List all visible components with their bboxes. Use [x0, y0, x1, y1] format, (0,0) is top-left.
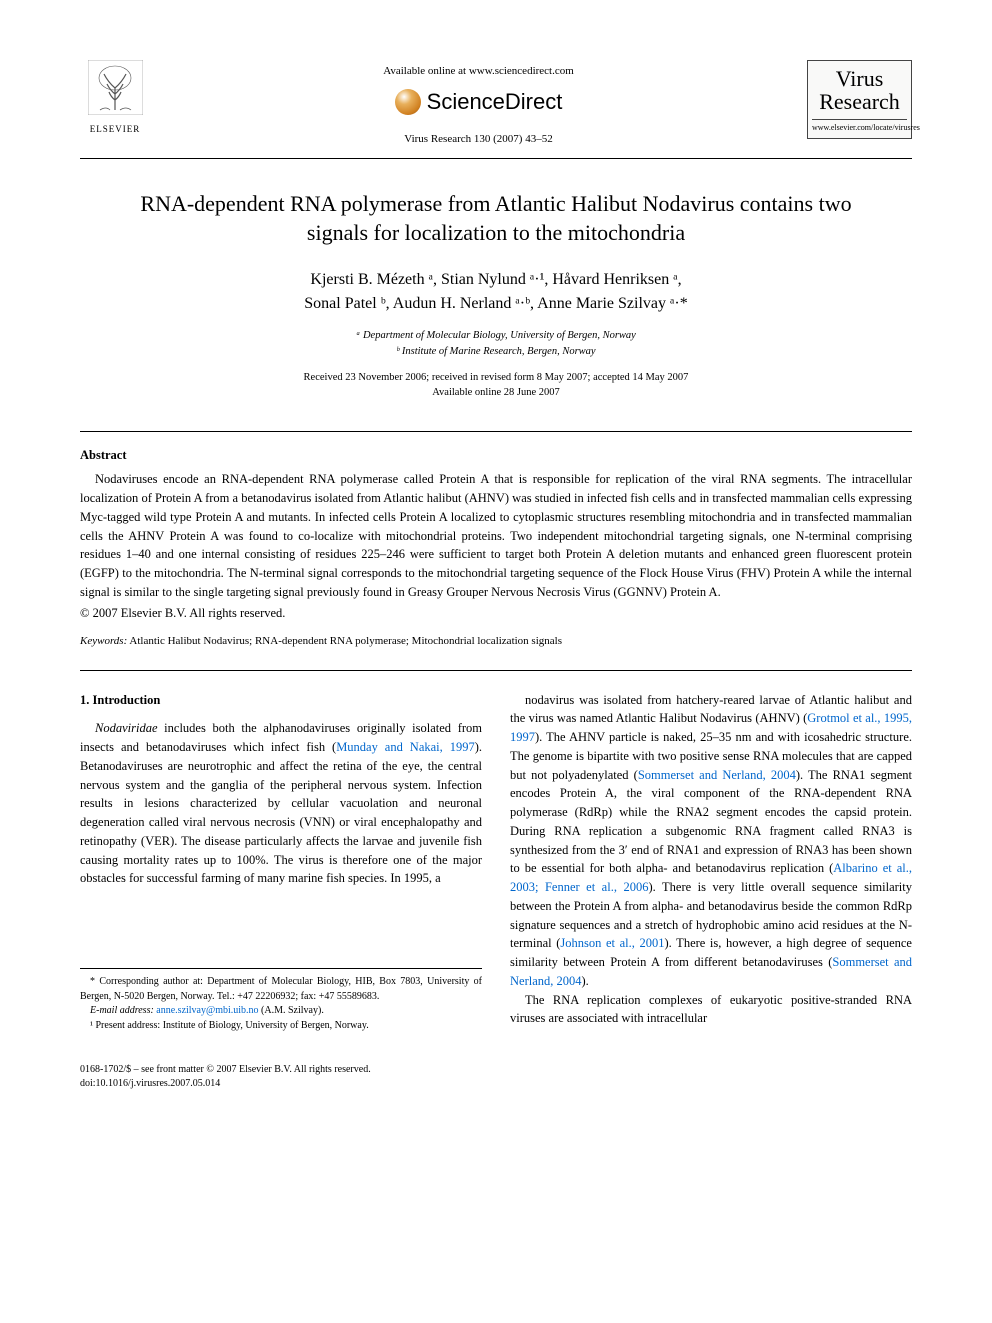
intro-paragraph-3: The RNA replication complexes of eukaryo… [510, 991, 912, 1029]
sciencedirect-ball-icon [395, 89, 421, 115]
doi-line: doi:10.1016/j.virusres.2007.05.014 [80, 1078, 220, 1089]
journal-cover-box: Virus Research www.elsevier.com/locate/v… [807, 60, 912, 139]
journal-name: Virus Research [812, 67, 907, 120]
front-matter-line: 0168-1702/$ – see front matter © 2007 El… [80, 1064, 371, 1075]
corresponding-author-note: * Corresponding author at: Department of… [80, 975, 482, 1004]
journal-url: www.elsevier.com/locate/virusres [812, 122, 907, 134]
divider-bottom [80, 670, 912, 671]
available-online-text: Available online at www.sciencedirect.co… [150, 64, 807, 80]
keywords-text: Atlantic Halibut Nodavirus; RNA-dependen… [127, 635, 562, 647]
keywords-line: Keywords: Atlantic Halibut Nodavirus; RN… [80, 634, 912, 650]
email-tail: (A.M. Szilvay). [259, 1005, 324, 1016]
available-date: Available online 28 June 2007 [432, 387, 560, 398]
ref-sommerset-nerland-2004a[interactable]: Sommerset and Nerland, 2004 [638, 768, 796, 782]
section-heading-introduction: 1. Introduction [80, 691, 482, 710]
email-line: E-mail address: anne.szilvay@mbi.uib.no … [80, 1004, 482, 1019]
publisher-header: ELSEVIER Available online at www.science… [80, 60, 912, 159]
authors-line2: Sonal Patel ᵇ, Audun H. Nerland ᵃ·ᵇ, Ann… [304, 295, 687, 312]
citation-line: Virus Research 130 (2007) 43–52 [150, 132, 807, 148]
abstract-heading: Abstract [80, 446, 912, 464]
ref-munday-nakai-1997[interactable]: Munday and Nakai, 1997 [336, 740, 475, 754]
page-footer: 0168-1702/$ – see front matter © 2007 El… [80, 1057, 912, 1091]
affiliation-a: ᵃ Department of Molecular Biology, Unive… [356, 330, 636, 341]
sciencedirect-text: ScienceDirect [427, 86, 563, 118]
footnotes-block: * Corresponding author at: Department of… [80, 968, 482, 1033]
intro-paragraph-2: nodavirus was isolated from hatchery-rea… [510, 691, 912, 991]
elsevier-label: ELSEVIER [80, 123, 150, 136]
keywords-label: Keywords: [80, 635, 127, 647]
elsevier-tree-icon [88, 60, 143, 115]
authors-line1: Kjersti B. Mézeth ᵃ, Stian Nylund ᵃ·¹, H… [310, 271, 681, 288]
journal-name-word2: Research [819, 89, 900, 114]
email-address[interactable]: anne.szilvay@mbi.uib.no [156, 1005, 258, 1016]
received-line: Received 23 November 2006; received in r… [304, 372, 689, 383]
center-header: Available online at www.sciencedirect.co… [150, 60, 807, 148]
abstract-copyright: © 2007 Elsevier B.V. All rights reserved… [80, 604, 912, 622]
abstract-text: Nodaviruses encode an RNA-dependent RNA … [80, 470, 912, 601]
journal-name-word1: Virus [836, 66, 884, 91]
intro-paragraph-1: Nodaviridae includes both the alphanodav… [80, 719, 482, 888]
affiliations: ᵃ Department of Molecular Biology, Unive… [80, 328, 912, 360]
submission-dates: Received 23 November 2006; received in r… [80, 370, 912, 402]
present-address-note: ¹ Present address: Institute of Biology,… [80, 1019, 482, 1034]
affiliation-b: ᵇ Institute of Marine Research, Bergen, … [396, 346, 595, 357]
ref-grotmol-1995-1997[interactable]: Grotmol et al., 1995, 1997 [510, 711, 912, 744]
email-label: E-mail address: [90, 1005, 156, 1016]
ref-johnson-2001[interactable]: Johnson et al., 2001 [560, 936, 664, 950]
elsevier-logo: ELSEVIER [80, 60, 150, 136]
body-columns: 1. Introduction Nodaviridae includes bot… [80, 691, 912, 1034]
ref-sommerset-nerland-2004b[interactable]: Sommerset and Nerland, 2004 [510, 955, 912, 988]
article-title: RNA-dependent RNA polymerase from Atlant… [140, 189, 852, 248]
divider-top [80, 431, 912, 432]
authors-block: Kjersti B. Mézeth ᵃ, Stian Nylund ᵃ·¹, H… [80, 268, 912, 316]
ref-albarino-fenner[interactable]: Albarino et al., 2003; Fenner et al., 20… [510, 861, 912, 894]
sciencedirect-logo: ScienceDirect [395, 86, 563, 118]
